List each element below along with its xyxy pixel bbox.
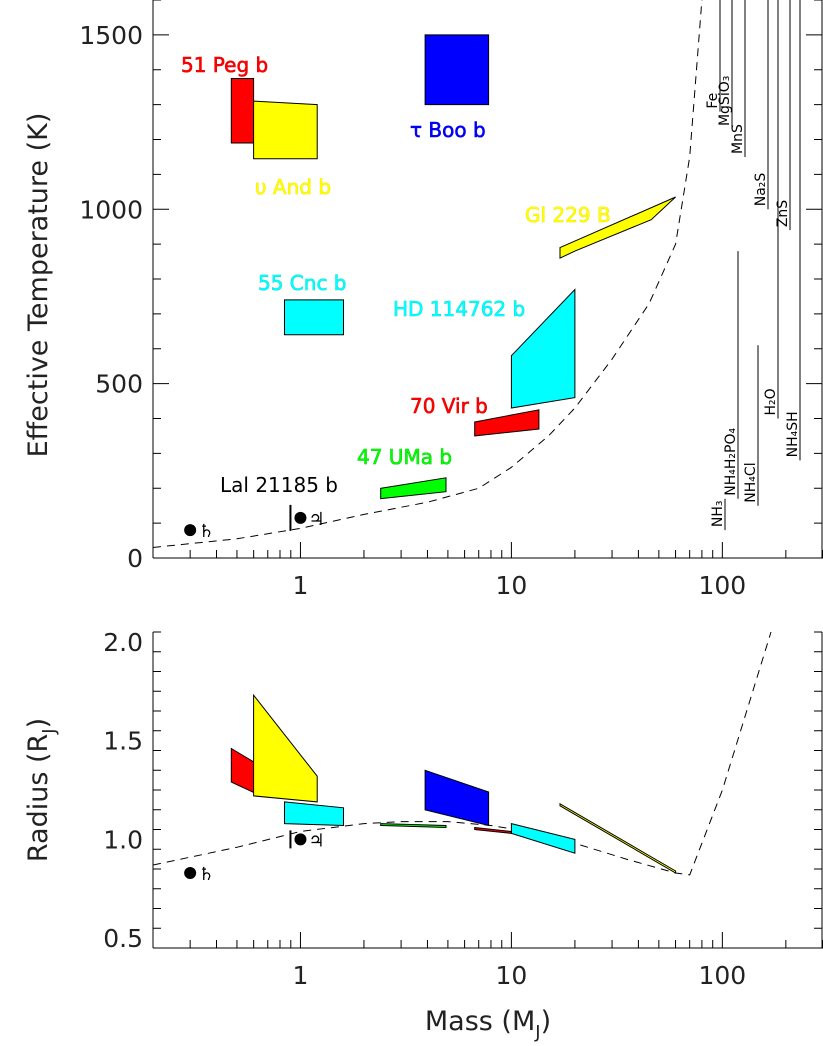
condensation-label-fe: Fe [705, 93, 721, 109]
planet-label-boo-b: τ Boo b [410, 118, 486, 142]
x-axis-title: Mass (MJ) [425, 1006, 551, 1042]
top-plot-area [153, 0, 801, 548]
planet-label-gl-229-b: Gl 229 B [525, 203, 611, 227]
planet-label-55-cnc-b: 55 Cnc b [258, 271, 347, 295]
top-x-tick-label: 100 [698, 571, 746, 600]
jupiter-marker [294, 833, 307, 846]
planet-box-47-uma-b [380, 477, 447, 500]
top-y-tick-label: 1500 [79, 21, 143, 50]
condensation-label-nh4h2po4: NH₄H₂PO₄ [723, 427, 739, 495]
bottom-x-tick-label: 10 [495, 961, 527, 990]
saturn-marker [184, 866, 197, 879]
top-y-tick-label: 500 [95, 370, 143, 399]
radius-panel: 0.5 1.0 1.5 2.0 1 10 100 ♄ ♃ [103, 628, 823, 990]
planet-box-70-vir-b [474, 826, 512, 834]
planet-box-hd-114762-b [510, 288, 576, 409]
planet-box-55-cnc-b [284, 299, 344, 336]
bottom-dashed-curve [153, 632, 772, 876]
condensation-label-nh3: NH₃ [710, 500, 726, 527]
top-y-tick-label: 1000 [79, 195, 143, 224]
planet-label-47-uma-b: 47 UMa b [357, 445, 452, 469]
planet-box-and-b [253, 693, 318, 803]
planet-box-51-peg-b [230, 78, 255, 144]
bottom-x-tick-label: 1 [292, 961, 308, 990]
condensation-label-mgsio3: MgSiO₃ [717, 76, 733, 126]
planet-label-and-b: υ And b [255, 175, 331, 199]
planet-box-gl-229-b [559, 196, 676, 259]
condensation-label-h2o: H₂O [763, 388, 779, 415]
condensation-label-nh4sh: NH₄SH [785, 411, 801, 457]
bottom-plot-area [153, 632, 772, 876]
planet-label-lal-21185-b: Lal 21185 b [220, 473, 338, 497]
saturn-symbol: ♄ [198, 521, 214, 542]
condensation-label-mns: MnS [730, 124, 746, 154]
jupiter-symbol: ♃ [308, 509, 324, 530]
bottom-y-tick-label: 1.0 [103, 825, 143, 854]
planet-box-boo-b [424, 769, 490, 827]
condensation-label-nh4cl: NH₄Cl [743, 462, 759, 502]
planet-box-and-b [253, 100, 318, 160]
top-x-tick-label: 1 [292, 571, 308, 600]
planet-label-hd-114762-b: HD 114762 b [393, 297, 525, 321]
saturn-marker [184, 524, 197, 537]
bottom-y-tick-label: 1.5 [103, 727, 143, 756]
bottom-y-tick-label: 0.5 [103, 924, 143, 953]
planet-label-70-vir-b: 70 Vir b [410, 394, 488, 418]
top-y-axis-title: Effective Temperature (K) [23, 113, 54, 458]
top-y-tick-label: 0 [127, 544, 143, 573]
planet-box-70-vir-b [474, 409, 540, 437]
jupiter-symbol: ♃ [308, 830, 324, 851]
saturn-symbol: ♄ [198, 864, 214, 885]
planet-box-boo-b [424, 34, 490, 106]
planet-box-47-uma-b [380, 823, 447, 829]
planet-box-55-cnc-b [284, 801, 344, 827]
top-dashed-curve [153, 0, 703, 548]
bottom-y-axis-title: Radius (RJ) [23, 718, 60, 862]
bottom-x-tick-label: 100 [698, 961, 746, 990]
planet-box-hd-114762-b [510, 822, 576, 854]
jupiter-marker [294, 511, 307, 524]
planet-box-gl-229-b [559, 802, 677, 874]
top-x-tick-label: 10 [495, 571, 527, 600]
planet-label-51-peg-b: 51 Peg b [181, 53, 268, 77]
condensation-label-na2s: Na₂S [753, 173, 769, 207]
bottom-y-tick-label: 2.0 [103, 628, 143, 657]
condensation-label-zns: ZnS [775, 200, 791, 227]
